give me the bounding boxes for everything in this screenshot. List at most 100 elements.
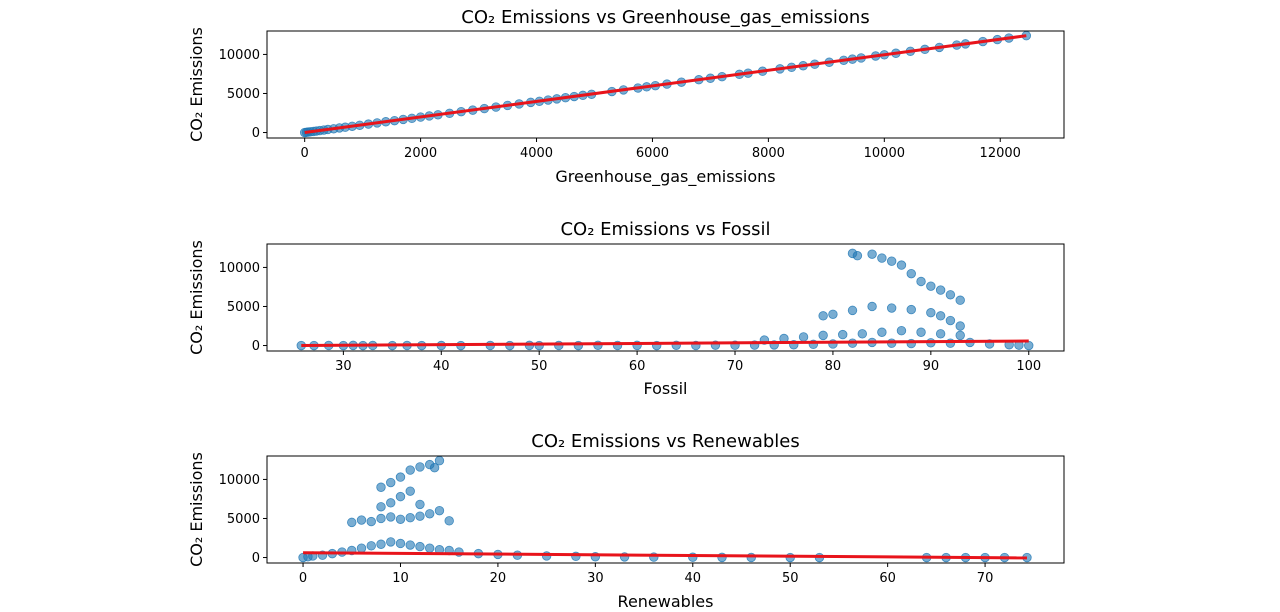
data-point	[415, 511, 425, 521]
axes-frame	[266, 455, 1065, 564]
data-point	[955, 321, 965, 331]
data-point	[395, 472, 406, 482]
data-point	[867, 301, 877, 312]
y-tick-label: 5000	[227, 87, 260, 102]
x-tick-label: 40	[685, 571, 702, 586]
data-point	[926, 308, 936, 318]
data-point	[926, 281, 936, 291]
subplot-title: CO₂ Emissions vs Fossil	[560, 219, 770, 240]
y-axis-label: CO₂ Emissions	[187, 27, 206, 142]
x-tick-label: 10000	[864, 146, 905, 161]
data-point	[415, 462, 425, 472]
x-axis-label: Fossil	[644, 379, 688, 398]
regression-line	[304, 34, 1027, 135]
x-tick-label: 30	[587, 571, 604, 586]
x-tick-label: 70	[977, 571, 994, 586]
subplot-title: CO₂ Emissions vs Renewables	[531, 431, 800, 452]
data-point	[945, 315, 956, 326]
data-point	[852, 251, 863, 261]
data-point	[347, 517, 357, 528]
data-point	[405, 486, 415, 496]
data-point	[356, 515, 367, 525]
data-point	[798, 332, 809, 342]
data-point	[896, 325, 907, 336]
data-point	[386, 537, 396, 547]
data-point	[955, 330, 965, 341]
data-point	[818, 330, 828, 341]
x-tick-label: 2000	[404, 146, 437, 161]
regression-line	[303, 551, 1027, 560]
x-tick-label: 60	[879, 571, 896, 586]
x-tick-label: 90	[923, 359, 940, 374]
data-point	[386, 512, 396, 522]
data-point	[405, 465, 415, 475]
data-point	[896, 260, 907, 270]
data-point	[886, 256, 897, 266]
subplot-title: CO₂ Emissions vs Greenhouse_gas_emission…	[461, 7, 869, 28]
data-point	[366, 541, 376, 551]
data-point	[366, 516, 376, 527]
data-point	[376, 482, 386, 492]
data-point	[935, 329, 946, 339]
x-tick-label: 12000	[980, 146, 1021, 161]
data-point	[906, 304, 916, 315]
data-point	[376, 502, 386, 512]
plot-area	[296, 248, 1034, 351]
y-tick-label: 0	[252, 126, 260, 141]
data-point	[434, 505, 445, 516]
data-point	[376, 539, 386, 549]
axes-frame	[266, 30, 1065, 139]
data-point	[857, 329, 868, 339]
data-point	[906, 268, 916, 279]
x-tick-label: 40	[433, 359, 450, 374]
data-point	[818, 311, 828, 321]
y-axis-label: CO₂ Emissions	[187, 240, 206, 355]
subplot-2: CO₂ Emissions vs Fossil Fossil CO₂ Emissio…	[187, 219, 1065, 398]
y-tick-label: 5000	[227, 512, 260, 527]
x-tick-label: 50	[782, 571, 799, 586]
y-tick-label: 10000	[219, 261, 260, 276]
x-tick-label: 30	[335, 359, 352, 374]
data-point	[916, 276, 926, 287]
data-point	[415, 541, 425, 552]
data-point	[395, 491, 406, 502]
data-point	[916, 327, 926, 337]
data-point	[395, 514, 406, 524]
data-point	[935, 285, 946, 295]
x-tick-label: 0	[301, 146, 309, 161]
x-tick-label: 8000	[752, 146, 785, 161]
y-tick-label: 10000	[219, 48, 260, 63]
data-point	[877, 253, 887, 263]
data-point	[838, 329, 848, 340]
data-point	[386, 498, 396, 508]
data-point	[425, 509, 435, 519]
data-point	[405, 513, 415, 523]
y-tick-label: 0	[252, 339, 260, 354]
y-tick-label: 5000	[227, 300, 260, 315]
data-point	[415, 499, 425, 510]
regression-line	[301, 339, 1029, 348]
x-tick-label: 20	[490, 571, 507, 586]
x-tick-label: 6000	[636, 146, 669, 161]
data-point	[935, 311, 946, 321]
x-tick-label: 70	[727, 359, 744, 374]
data-point	[877, 327, 887, 337]
x-axis-label: Greenhouse_gas_emissions	[555, 167, 775, 187]
data-point	[429, 463, 440, 473]
data-point	[828, 309, 838, 319]
y-axis-label: CO₂ Emissions	[187, 452, 206, 567]
data-point	[867, 249, 877, 259]
data-point	[405, 540, 415, 550]
x-tick-label: 50	[531, 359, 548, 374]
data-point	[356, 543, 367, 553]
x-tick-label: 4000	[520, 146, 553, 161]
data-point	[847, 305, 858, 316]
data-point	[945, 290, 956, 300]
data-point	[376, 513, 386, 524]
data-point	[425, 543, 435, 553]
x-tick-label: 80	[825, 359, 842, 374]
data-point	[1024, 340, 1034, 351]
data-point	[886, 303, 897, 313]
subplot-3: CO₂ Emissions vs Renewables Renewables CO₂…	[187, 431, 1065, 611]
